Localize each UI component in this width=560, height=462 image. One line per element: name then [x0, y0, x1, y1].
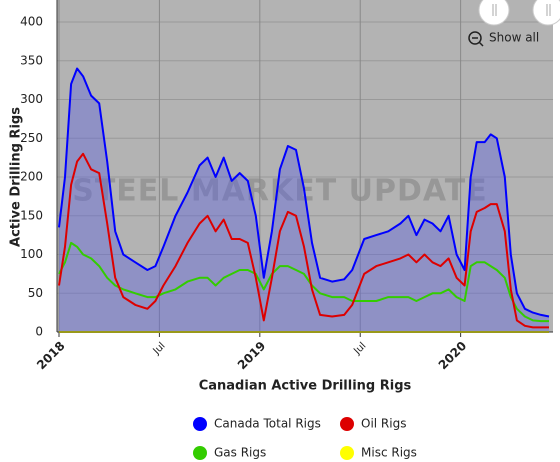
legend-label[interactable]: Oil Rigs	[361, 417, 406, 431]
x-tick-label: 2019	[235, 339, 269, 373]
x-axis-title: Canadian Active Drilling Rigs	[199, 379, 412, 394]
legend-swatch[interactable]	[340, 417, 354, 431]
y-tick-label: 300	[20, 92, 43, 106]
y-tick-label: 200	[20, 170, 43, 184]
y-tick-label: 100	[20, 247, 43, 261]
legend-swatch[interactable]	[193, 417, 207, 431]
area	[59, 68, 549, 332]
y-tick-label: 400	[20, 15, 43, 29]
legend-swatch[interactable]	[340, 446, 354, 460]
x-tick-label: Jul	[151, 340, 168, 357]
y-tick-label: 350	[20, 53, 43, 67]
y-tick-label: 150	[20, 208, 43, 222]
show-all-button[interactable]: Show all	[489, 31, 539, 45]
y-axis-label: Active Drilling Rigs	[9, 107, 24, 247]
series-line	[58, 152, 549, 329]
legend-swatch[interactable]	[193, 446, 207, 460]
y-tick-label: 250	[20, 131, 43, 145]
series-line	[58, 67, 550, 318]
x-tick-label: 2018	[34, 339, 68, 373]
x-tick-label: Jul	[351, 340, 368, 357]
show-all-icon	[478, 41, 484, 47]
show-all-icon[interactable]	[468, 31, 482, 45]
x-tick-label: 2020	[436, 339, 470, 373]
y-tick-label: 0	[35, 325, 43, 339]
y-tick-label: 50	[28, 286, 43, 300]
zoom-handle[interactable]	[478, 0, 510, 26]
legend-label[interactable]: Canada Total Rigs	[214, 417, 321, 431]
legend-label[interactable]: Misc Rigs	[361, 446, 417, 460]
series-line	[58, 241, 549, 323]
legend-label[interactable]: Gas Rigs	[214, 446, 266, 460]
